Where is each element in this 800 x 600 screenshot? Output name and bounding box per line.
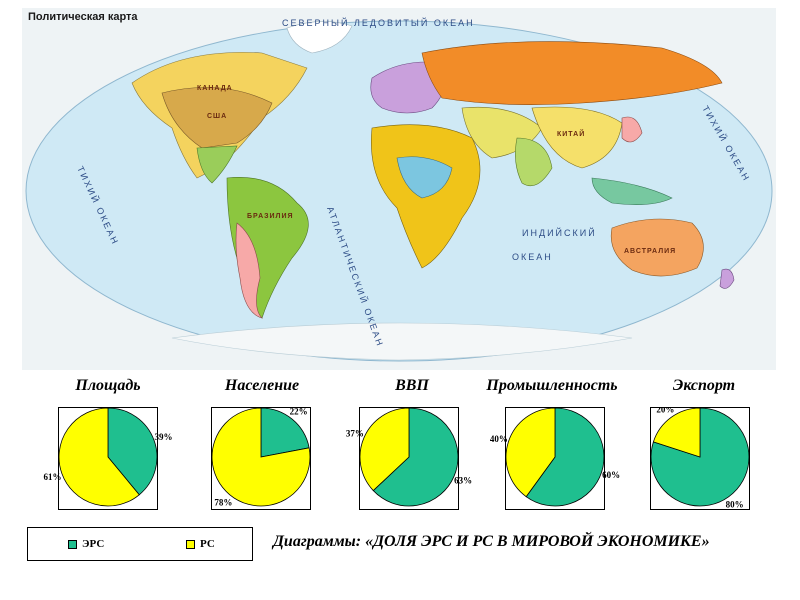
pie-chart-export: 80% 20% bbox=[650, 407, 750, 510]
canada-label: КАНАДА bbox=[197, 85, 233, 92]
indonesia-shape bbox=[591, 177, 673, 205]
mexico-shape bbox=[196, 145, 238, 184]
chart-frame-gdp bbox=[359, 407, 459, 510]
chart-frame-area bbox=[58, 407, 158, 510]
pie-label-population-rs: 78% bbox=[214, 497, 232, 507]
pie-label-industry-ers: 60% bbox=[602, 470, 620, 480]
chart-title-population: Население bbox=[224, 377, 300, 394]
pie-slice-gdp-ers bbox=[372, 407, 459, 507]
chart-title-area: Площадь bbox=[75, 377, 141, 394]
europe-shape bbox=[370, 61, 446, 114]
pie-slice-gdp-rs bbox=[359, 407, 410, 492]
india-shape bbox=[515, 137, 553, 187]
pie-label-population-ers: 22% bbox=[290, 407, 308, 417]
chart-title-export: Экспорт bbox=[672, 377, 736, 394]
pie-slice-export-rs bbox=[652, 407, 701, 458]
brazil-label: БРАЗИЛИЯ bbox=[247, 213, 294, 220]
usa-shape bbox=[161, 87, 273, 149]
pie-label-gdp-ers: 63% bbox=[454, 475, 472, 485]
world-political-map: Политическая карта СЕВЕРНЫЙ ЛЕДОВИТЫЙ ОК… bbox=[22, 8, 776, 370]
argentina-shape bbox=[235, 222, 264, 319]
pie-label-export-ers: 80% bbox=[726, 500, 744, 510]
pie-slice-population-ers bbox=[260, 407, 310, 458]
indian-ocean-label-2: ОКЕАН bbox=[512, 252, 553, 262]
legend-label-ers: ЭРС bbox=[82, 538, 105, 550]
pie-label-area-rs: 61% bbox=[43, 472, 61, 482]
antarctica-shape bbox=[171, 322, 633, 361]
legend-swatch-ers bbox=[68, 539, 77, 549]
indian-ocean-label: ИНДИЙСКИЙ bbox=[522, 227, 597, 238]
pie-chart-industry: 60% 40% bbox=[490, 407, 620, 507]
pie-label-export-rs: 20% bbox=[656, 407, 674, 414]
legend-item-rs: РС bbox=[186, 538, 215, 550]
new-zealand-shape bbox=[719, 268, 735, 289]
legend-label-rs: РС bbox=[200, 538, 215, 550]
pie-chart-population: 22% 78% bbox=[211, 407, 311, 507]
pie-chart-area: 39% 61% bbox=[43, 407, 173, 507]
pie-slice-industry-ers bbox=[525, 407, 605, 507]
central-africa-shape bbox=[396, 156, 453, 199]
pie-label-gdp-rs: 37% bbox=[346, 429, 364, 439]
chart-legend: ЭРС РС bbox=[27, 527, 253, 561]
pie-label-area-ers: 39% bbox=[155, 432, 173, 442]
china-shape bbox=[531, 106, 623, 169]
diagram-caption: Диаграммы: «ДОЛЯ ЭРС И РС В МИРОВОЙ ЭКОН… bbox=[273, 533, 710, 550]
australia-label: АВСТРАЛИЯ bbox=[624, 248, 676, 255]
arctic-ocean-label: СЕВЕРНЫЙ ЛЕДОВИТЫЙ ОКЕАН bbox=[282, 17, 475, 28]
legend-item-ers: ЭРС bbox=[68, 538, 104, 550]
greenland-shape bbox=[286, 21, 353, 54]
chart-title-gdp: ВВП bbox=[395, 377, 429, 394]
pie-chart-gdp: 63% 37% bbox=[346, 407, 472, 507]
legend-swatch-rs bbox=[186, 539, 195, 549]
pie-slice-population-rs bbox=[211, 407, 311, 507]
usa-label: США bbox=[207, 113, 227, 120]
chart-frame-population bbox=[211, 407, 311, 510]
chart-frame-industry bbox=[505, 407, 605, 510]
pie-slice-area-rs bbox=[58, 407, 140, 507]
china-label: КИТАЙ bbox=[557, 129, 585, 138]
chart-title-industry: Промышленность bbox=[486, 377, 618, 394]
australia-shape bbox=[610, 218, 704, 277]
pie-slice-area-ers bbox=[107, 407, 158, 496]
japan-shape bbox=[621, 116, 643, 143]
pie-label-industry-rs: 40% bbox=[490, 434, 508, 444]
russia-shape bbox=[421, 41, 723, 105]
pie-slice-industry-rs bbox=[505, 407, 556, 498]
map-title: Политическая карта bbox=[28, 11, 138, 23]
